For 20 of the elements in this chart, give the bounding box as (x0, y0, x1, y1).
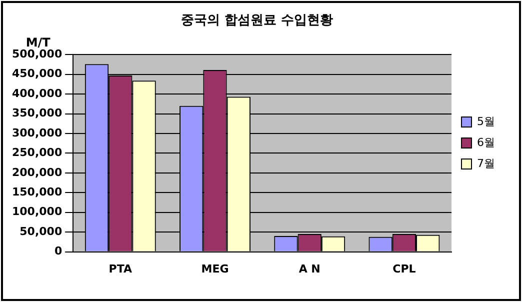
y-tick-label: 0 (54, 244, 62, 258)
x-tick-label: PTA (108, 262, 132, 276)
y-tick-label: 300,000 (12, 126, 62, 140)
legend-label: 5월 (477, 114, 495, 128)
y-axis-title: M/T (26, 36, 52, 50)
chart-title: 중국의 합섬원료 수입현황 (180, 13, 334, 28)
legend-label: 7월 (477, 156, 495, 170)
x-tick-label: CPL (392, 262, 416, 276)
y-tick-label: 100,000 (12, 205, 62, 218)
y-tick-label: 150,000 (12, 186, 62, 198)
y-tick-label: 400,000 (12, 86, 62, 100)
y-tick-label: 500,000 (12, 47, 62, 60)
x-tick-label: A N (298, 262, 320, 276)
y-tick-label: 50,000 (20, 224, 62, 238)
y-tick-label: 200,000 (12, 166, 62, 179)
legend-label: 6월 (477, 136, 495, 149)
x-tick-label: MEG (201, 262, 229, 276)
y-tick-label: 450,000 (12, 67, 62, 80)
y-tick-label: 250,000 (12, 146, 62, 160)
y-tick-label: 350,000 (12, 106, 62, 120)
